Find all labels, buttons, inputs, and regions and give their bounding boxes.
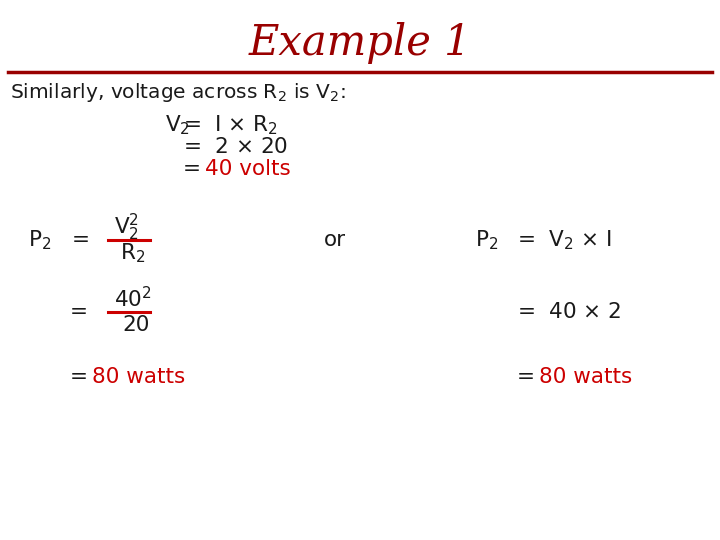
Text: R$_2$: R$_2$: [120, 241, 145, 265]
Text: 80 watts: 80 watts: [539, 367, 632, 387]
Text: V$_2$: V$_2$: [165, 113, 190, 137]
Text: 40$^2$: 40$^2$: [114, 286, 152, 312]
Text: =: =: [70, 367, 102, 387]
Text: 20: 20: [122, 315, 149, 335]
Text: Similarly, voltage across R$_2$ is V$_2$:: Similarly, voltage across R$_2$ is V$_2$…: [10, 80, 346, 104]
Text: =: =: [517, 367, 549, 387]
Text: 40 volts: 40 volts: [205, 159, 291, 179]
Text: Example 1: Example 1: [248, 22, 472, 64]
Text: =: =: [183, 159, 215, 179]
Text: =: =: [70, 302, 88, 322]
Text: =  40 $\times$ 2: = 40 $\times$ 2: [517, 302, 621, 322]
Text: =  V$_2$ $\times$ I: = V$_2$ $\times$ I: [517, 228, 612, 252]
Text: =  I $\times$ R$_2$: = I $\times$ R$_2$: [183, 113, 278, 137]
Text: 80 watts: 80 watts: [92, 367, 185, 387]
Text: =: =: [72, 230, 90, 250]
Text: or: or: [324, 230, 346, 250]
Text: =  2 $\times$ 20: = 2 $\times$ 20: [183, 137, 288, 157]
Text: V$_2^2$: V$_2^2$: [114, 211, 139, 242]
Text: P$_2$: P$_2$: [28, 228, 51, 252]
Text: P$_2$: P$_2$: [475, 228, 498, 252]
